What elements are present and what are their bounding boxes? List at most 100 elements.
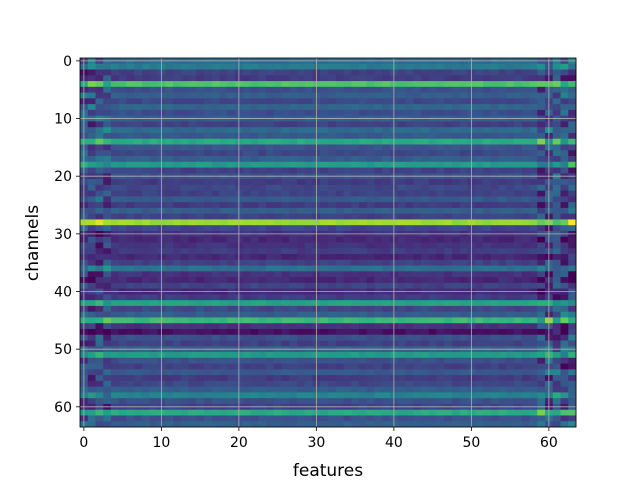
heatmap-cell: [335, 132, 344, 140]
heatmap-cell: [173, 282, 182, 290]
heatmap-cell: [211, 150, 220, 157]
heatmap-cell: [343, 121, 352, 128]
heatmap-cell: [498, 219, 507, 226]
heatmap-cell: [281, 179, 290, 186]
heatmap-cell: [134, 75, 143, 82]
heatmap-cell: [111, 352, 120, 359]
heatmap-cell: [397, 127, 406, 134]
heatmap-cell: [211, 127, 220, 134]
heatmap-cell: [452, 127, 461, 134]
heatmap-cell: [149, 375, 158, 382]
heatmap-cell: [436, 150, 445, 157]
heatmap-cell: [514, 81, 523, 88]
heatmap-cell: [111, 92, 120, 99]
heatmap-cell: [188, 179, 197, 186]
heatmap-cell: [359, 277, 368, 284]
heatmap-cell: [289, 375, 298, 382]
heatmap-cell: [204, 144, 213, 151]
heatmap-cell: [87, 98, 96, 105]
heatmap-cell: [258, 380, 267, 388]
heatmap-cell: [242, 219, 251, 226]
heatmap-cell: [475, 109, 484, 117]
heatmap-cell: [537, 219, 546, 226]
heatmap-cell: [297, 300, 306, 307]
heatmap-cell: [436, 340, 445, 347]
heatmap-cell: [382, 305, 391, 313]
heatmap-cell: [204, 392, 213, 399]
heatmap-cell: [188, 409, 197, 416]
heatmap-cell: [142, 98, 151, 105]
heatmap-cell: [397, 132, 406, 140]
heatmap-cell: [444, 69, 453, 76]
heatmap-cell: [95, 271, 104, 278]
heatmap-cell: [421, 161, 430, 168]
heatmap-cell: [165, 294, 174, 301]
heatmap-cell: [521, 271, 530, 278]
heatmap-cell: [459, 398, 468, 405]
heatmap-cell: [475, 86, 484, 93]
heatmap-cell: [297, 386, 306, 393]
heatmap-cell: [142, 138, 151, 145]
heatmap-cell: [351, 161, 360, 168]
heatmap-cell: [560, 421, 569, 428]
heatmap-cell: [188, 242, 197, 249]
heatmap-cell: [219, 196, 228, 203]
heatmap-cell: [568, 196, 577, 203]
heatmap-cell: [359, 213, 368, 220]
heatmap-cell: [273, 132, 282, 140]
heatmap-cell: [134, 317, 143, 324]
heatmap-cell: [87, 300, 96, 307]
heatmap-cell: [428, 242, 437, 249]
heatmap-cell: [490, 104, 499, 111]
heatmap-cell: [374, 386, 383, 393]
heatmap-cell: [498, 369, 507, 376]
heatmap-cell: [366, 179, 375, 186]
heatmap-cell: [196, 282, 205, 290]
heatmap-cell: [413, 271, 422, 278]
heatmap-cell: [297, 323, 306, 330]
heatmap-cell: [328, 98, 337, 105]
heatmap-cell: [514, 328, 523, 336]
heatmap-cell: [444, 352, 453, 359]
heatmap-cell: [211, 352, 220, 359]
heatmap-cell: [351, 323, 360, 330]
heatmap-cell: [266, 132, 275, 140]
heatmap-cell: [359, 409, 368, 416]
heatmap-cell: [444, 156, 453, 163]
heatmap-cell: [405, 300, 414, 307]
heatmap-cell: [165, 421, 174, 428]
y-tick-label: 60: [54, 400, 72, 416]
heatmap-cell: [149, 161, 158, 168]
heatmap-cell: [366, 254, 375, 261]
heatmap-cell: [142, 340, 151, 347]
heatmap-cell: [242, 242, 251, 249]
heatmap-cell: [335, 386, 344, 393]
heatmap-cell: [289, 248, 298, 255]
heatmap-cell: [506, 409, 515, 416]
heatmap-cell: [111, 409, 120, 416]
heatmap-cell: [405, 75, 414, 82]
heatmap-cell: [397, 207, 406, 215]
heatmap-cell: [289, 294, 298, 301]
heatmap-cell: [258, 271, 267, 278]
heatmap-cell: [95, 259, 104, 266]
heatmap-cell: [118, 161, 127, 168]
heatmap-cell: [258, 138, 267, 145]
heatmap-cell: [428, 63, 437, 70]
heatmap-cell: [242, 300, 251, 307]
heatmap-cell: [475, 357, 484, 364]
heatmap-cell: [537, 265, 546, 272]
heatmap-cell: [95, 357, 104, 364]
heatmap-cell: [359, 179, 368, 186]
heatmap-cell: [173, 196, 182, 203]
heatmap-cell: [211, 317, 220, 324]
heatmap-cell: [149, 213, 158, 220]
heatmap-cell: [180, 352, 189, 359]
heatmap-cell: [134, 357, 143, 364]
heatmap-cell: [258, 81, 267, 88]
heatmap-cell: [328, 179, 337, 186]
heatmap-cell: [537, 409, 546, 416]
heatmap-cell: [266, 150, 275, 157]
heatmap-cell: [343, 219, 352, 226]
heatmap-cell: [297, 156, 306, 163]
